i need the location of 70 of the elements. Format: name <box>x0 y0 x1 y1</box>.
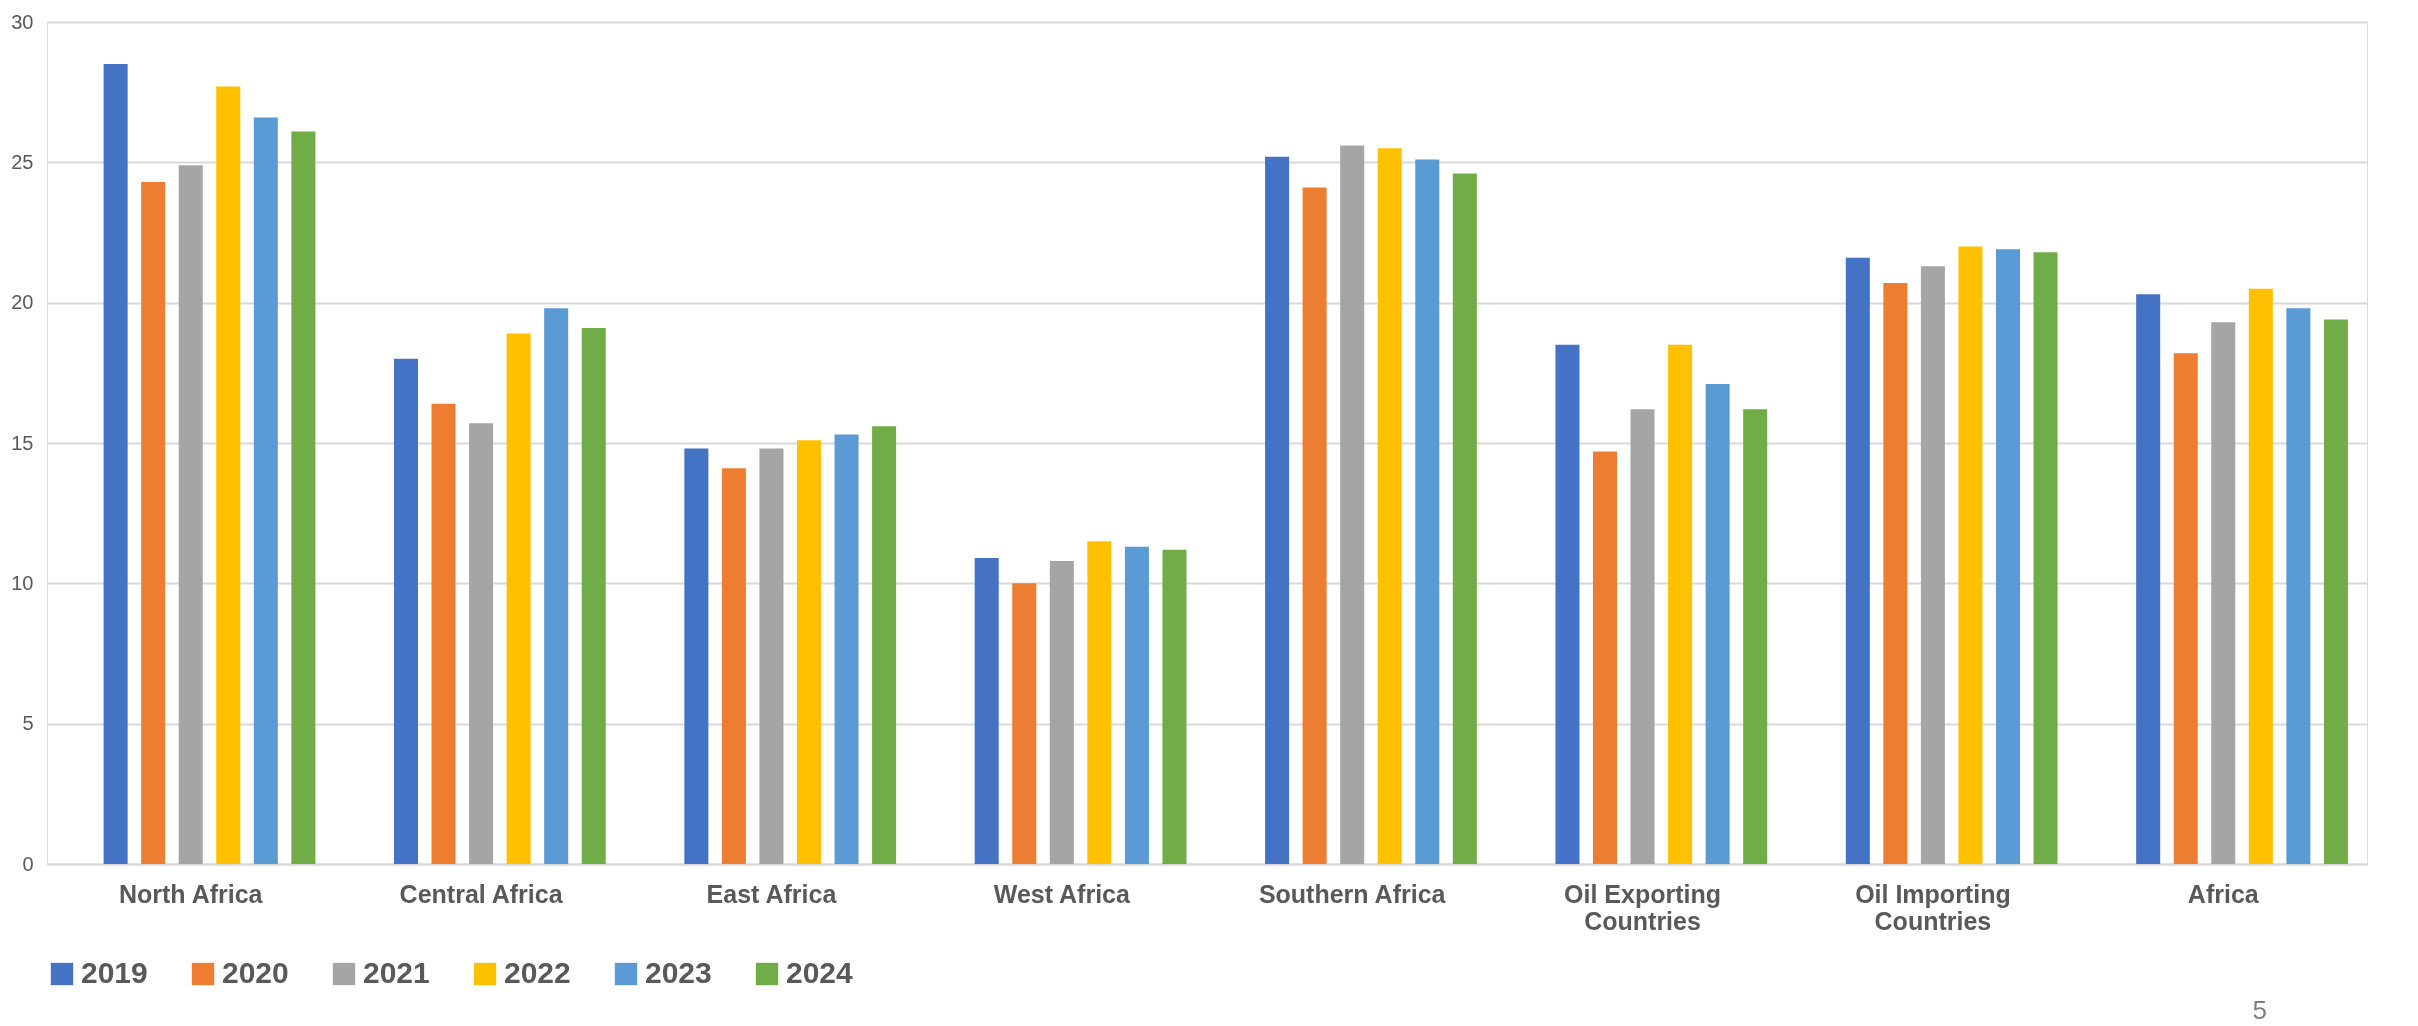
bar <box>1958 246 1983 864</box>
y-tick-label: 0 <box>22 852 34 875</box>
bar <box>581 327 606 864</box>
legend-label: 2024 <box>786 956 854 989</box>
bar <box>103 64 128 864</box>
x-tick-label: East Africa <box>706 879 838 908</box>
bar <box>721 468 746 864</box>
bar <box>216 86 241 864</box>
bar <box>1555 344 1580 864</box>
legend-label: 2023 <box>645 956 712 989</box>
text: 5 <box>2252 995 2267 1025</box>
bar <box>1995 249 2021 864</box>
bar <box>253 117 278 864</box>
bar <box>544 308 569 864</box>
bar <box>1302 187 1327 864</box>
bar <box>431 403 456 864</box>
bar <box>974 558 999 864</box>
legend-label: 2019 <box>81 956 148 989</box>
bar <box>1162 549 1187 864</box>
x-tick-label: West Africa <box>993 879 1131 908</box>
bar <box>1265 156 1290 864</box>
legend-label: 2022 <box>504 956 571 989</box>
bar <box>1630 409 1655 864</box>
x-tick-label: Central Africa <box>399 879 564 908</box>
bar <box>834 434 859 864</box>
y-tick-label: 10 <box>11 571 34 594</box>
y-tick-label: 25 <box>11 150 34 173</box>
bar <box>178 165 203 864</box>
bar <box>2033 252 2058 864</box>
bar <box>1087 541 1112 864</box>
bar <box>1012 583 1037 864</box>
bar <box>291 131 316 864</box>
bar <box>1124 546 1149 864</box>
bar <box>469 423 494 864</box>
x-tick-label: Oil Importing Countries <box>1855 879 2011 935</box>
bar <box>506 333 531 864</box>
bar <box>1743 409 1768 864</box>
x-tick-label: Southern Africa <box>1258 879 1447 908</box>
y-tick-label: 30 <box>11 10 34 33</box>
y-tick-label: 20 <box>11 291 34 314</box>
y-tick-label: 15 <box>11 431 34 454</box>
legend-label: 2020 <box>222 956 289 989</box>
bar <box>1049 560 1074 864</box>
bar <box>1340 145 1365 864</box>
bar <box>141 181 166 864</box>
bar <box>2323 319 2348 864</box>
bar <box>796 440 822 864</box>
bar <box>1668 344 1693 864</box>
bar <box>2211 322 2236 864</box>
bar <box>759 448 784 864</box>
bar <box>2173 353 2198 864</box>
x-tick-label: Africa <box>2187 879 2260 908</box>
bar <box>2286 308 2311 864</box>
bar <box>1377 148 1402 864</box>
x-tick-label: Oil Exporting Countries <box>1564 879 1722 935</box>
bar <box>393 358 419 864</box>
x-tick-label: North Africa <box>118 879 264 908</box>
legend-label: 2021 <box>363 956 430 989</box>
bar <box>1415 159 1440 864</box>
bar <box>1883 283 1908 864</box>
bar <box>1705 384 1730 864</box>
bar <box>684 448 709 864</box>
bar <box>872 426 897 864</box>
bar <box>1845 257 1870 864</box>
bar <box>2248 288 2273 864</box>
bar <box>1452 173 1477 864</box>
bar <box>2136 294 2161 864</box>
bar <box>1920 266 1945 864</box>
bar <box>1592 451 1618 864</box>
y-tick-label: 5 <box>22 712 34 735</box>
